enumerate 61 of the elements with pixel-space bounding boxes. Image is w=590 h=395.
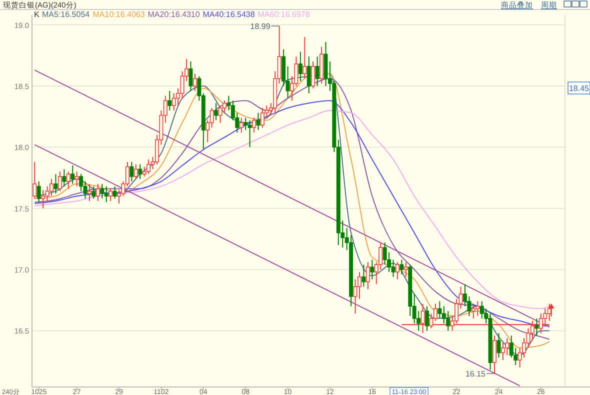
annotation: 18.99 [250, 22, 271, 32]
candlestick [425, 306, 429, 332]
candlestick [239, 117, 244, 133]
candlestick [92, 186, 96, 200]
candlestick [41, 189, 46, 209]
candlestick [362, 264, 366, 288]
candlestick [298, 51, 302, 82]
candlestick [74, 171, 79, 187]
annotation: K [34, 10, 40, 19]
candlestick [244, 117, 248, 131]
text: MA20:16.4310 [148, 10, 200, 19]
candlestick [306, 56, 311, 94]
candlestick [66, 171, 70, 190]
text: MA10:16.4063 [92, 10, 146, 19]
candlestick [400, 259, 404, 275]
candlestick [311, 61, 316, 89]
candlestick [88, 183, 92, 202]
candlestick [96, 183, 100, 202]
candlestick [58, 171, 62, 192]
candlestick [172, 92, 176, 111]
candlestick [138, 164, 142, 180]
candlestick [315, 56, 320, 86]
candlestick [36, 180, 41, 203]
candlestick [248, 120, 252, 148]
candlestick [104, 186, 108, 203]
candlestick [100, 183, 104, 200]
candlestick [302, 36, 307, 80]
text: MA40:16.5438 [202, 10, 256, 19]
candlestick [50, 178, 54, 197]
candlestick [70, 165, 75, 184]
candlestick [168, 90, 172, 111]
candlestick [260, 108, 264, 128]
text: 18.45 [568, 84, 590, 93]
candlestick [391, 259, 396, 278]
candlestick [134, 164, 138, 180]
candlestick [500, 342, 505, 361]
annotation: 16.15 [465, 370, 486, 379]
candlestick [370, 259, 374, 280]
candlestick [505, 338, 510, 356]
candlestick [108, 188, 113, 202]
candlestick [404, 262, 408, 278]
candlestick [62, 168, 66, 187]
candlestick [476, 300, 480, 317]
candlestick [192, 73, 197, 92]
text: MA60:16.6978 [258, 10, 310, 19]
candlestick [79, 174, 84, 192]
candlestick [210, 108, 214, 128]
candlestick [214, 102, 218, 121]
candlestick [252, 117, 256, 133]
candlestick [395, 262, 400, 280]
candlestick [32, 161, 37, 200]
candlestick [366, 262, 370, 290]
candlestick [146, 158, 151, 175]
candlestick [534, 318, 539, 336]
candlestick [420, 303, 425, 334]
text: MA5:16.5054 [42, 10, 90, 19]
candlestick [471, 303, 476, 319]
candlestick [112, 186, 117, 200]
candlestick [492, 335, 496, 374]
candlestick [130, 161, 134, 182]
candlestick [438, 300, 442, 319]
